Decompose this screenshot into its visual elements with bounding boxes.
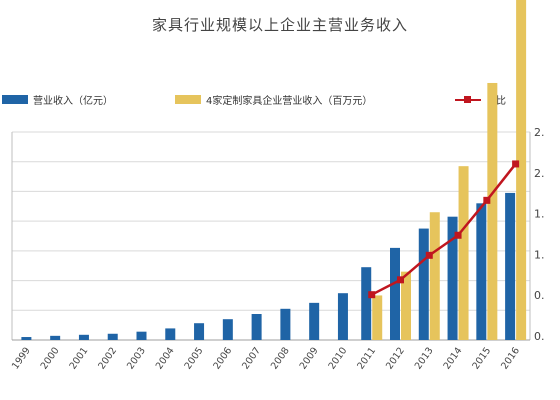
x-tick-label: 2015 xyxy=(470,345,493,371)
bar-revenue xyxy=(505,192,516,340)
bar-revenue xyxy=(136,331,147,340)
share-line xyxy=(371,163,517,296)
bar-revenue xyxy=(21,337,32,340)
bar-revenue xyxy=(390,247,400,340)
bar-revenue xyxy=(194,323,205,340)
bar-revenue xyxy=(50,335,61,340)
y-right-tick-label: 1. xyxy=(534,248,545,261)
bar-revenue xyxy=(309,302,320,340)
bar-revenue xyxy=(280,308,291,340)
y-right-tick-label: 2. xyxy=(534,167,545,180)
y-right-tick-label: 0. xyxy=(534,289,545,302)
x-tick-label: 2000 xyxy=(39,345,62,371)
x-tick-label: 2006 xyxy=(211,345,234,371)
x-tick-label: 2002 xyxy=(96,345,119,371)
legend-item-revenue: 营业收入（亿元） xyxy=(2,92,113,107)
x-tick-label: 2001 xyxy=(68,345,91,371)
x-tick-label: 2011 xyxy=(355,345,378,371)
x-tick-label: 2003 xyxy=(125,345,148,371)
x-tick-label: 2014 xyxy=(442,345,465,371)
bar-revenue xyxy=(418,228,429,340)
bar-revenue xyxy=(447,216,458,340)
x-tick-label: 2013 xyxy=(413,345,436,371)
legend-swatch-custom-furniture xyxy=(175,95,201,104)
bar-revenue xyxy=(107,333,118,340)
bar-custom-furniture xyxy=(429,212,440,340)
bar-custom-furniture xyxy=(516,0,527,340)
bar-revenue xyxy=(165,328,176,340)
y-right-tick-label: 1. xyxy=(534,208,545,221)
share-point xyxy=(425,251,433,259)
share-point xyxy=(368,291,376,299)
bar-revenue xyxy=(222,319,233,340)
legend-label-revenue: 营业收入（亿元） xyxy=(33,96,113,107)
y-right-tick-label: 0. xyxy=(534,330,545,343)
bar-custom-furniture xyxy=(487,82,498,340)
x-tick-label: 2004 xyxy=(154,345,177,371)
x-tick-label: 2009 xyxy=(298,345,321,371)
bar-revenue xyxy=(251,314,262,340)
legend-label-custom-furniture: 4家定制家具企业营业收入（百万元） xyxy=(206,96,373,107)
share-point xyxy=(512,160,520,168)
chart-title: 家具行业规模以上企业主营业务收入 xyxy=(151,16,408,34)
bar-revenue xyxy=(361,267,372,340)
share-point xyxy=(397,276,404,284)
share-point xyxy=(454,231,462,239)
bar-revenue xyxy=(337,293,348,340)
x-tick-label: 1999 xyxy=(10,345,33,371)
bar-revenue xyxy=(476,203,487,340)
x-tick-label: 2016 xyxy=(499,345,522,371)
x-tick-label: 2005 xyxy=(183,345,206,371)
bar-custom-furniture xyxy=(401,271,411,340)
bar-revenue xyxy=(78,334,89,340)
share-point xyxy=(483,196,491,204)
x-tick-label: 2012 xyxy=(384,345,407,371)
y-right-tick-label: 2. xyxy=(534,126,545,139)
x-tick-label: 2007 xyxy=(240,345,263,371)
x-tick-label: 2010 xyxy=(327,345,350,371)
legend-item-custom-furniture: 4家定制家具企业营业收入（百万元） xyxy=(175,92,372,107)
bar-custom-furniture xyxy=(372,295,383,340)
legend-swatch-share xyxy=(455,95,481,104)
x-tick-label: 2008 xyxy=(269,345,292,371)
legend-swatch-revenue xyxy=(2,95,28,104)
bar-custom-furniture xyxy=(458,166,469,340)
